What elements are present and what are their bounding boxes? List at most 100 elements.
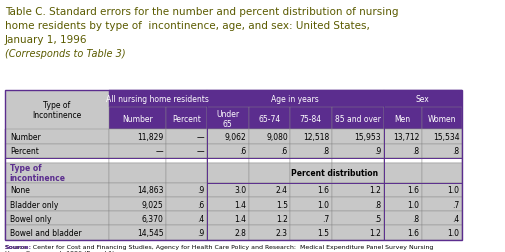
Bar <box>248 163 290 183</box>
Text: .7: .7 <box>452 200 460 209</box>
Bar <box>332 130 384 144</box>
Bar <box>290 197 332 211</box>
Text: 2.4: 2.4 <box>276 186 288 195</box>
Text: 1.6: 1.6 <box>408 228 420 237</box>
Text: 9,025: 9,025 <box>142 200 164 209</box>
Text: 3.0: 3.0 <box>234 186 246 195</box>
Bar <box>422 163 462 183</box>
Bar <box>248 211 290 226</box>
Bar <box>207 90 384 108</box>
Text: 1.5: 1.5 <box>317 228 329 237</box>
Bar <box>109 108 166 130</box>
Text: .4: .4 <box>197 214 205 223</box>
Bar <box>207 163 248 183</box>
Text: .9: .9 <box>197 186 205 195</box>
Bar <box>5 158 109 163</box>
Text: None: None <box>10 186 30 195</box>
Bar <box>5 130 109 144</box>
Text: .9: .9 <box>374 147 381 155</box>
Bar <box>207 211 248 226</box>
Text: Number: Number <box>10 133 40 141</box>
Bar <box>166 183 207 197</box>
Text: 1.4: 1.4 <box>234 200 246 209</box>
Bar <box>5 144 109 158</box>
Bar <box>422 158 462 163</box>
Text: .8: .8 <box>413 147 420 155</box>
Text: 1.2: 1.2 <box>276 214 288 223</box>
Bar <box>422 226 462 240</box>
Bar <box>248 183 290 197</box>
Bar <box>207 144 248 158</box>
Text: 15,534: 15,534 <box>433 133 460 141</box>
Text: 1.4: 1.4 <box>234 214 246 223</box>
Text: Age in years: Age in years <box>271 95 319 104</box>
Bar <box>248 158 290 163</box>
Bar <box>248 130 290 144</box>
Bar <box>290 183 332 197</box>
Text: Men: Men <box>394 114 411 123</box>
Bar <box>332 211 384 226</box>
Text: 65-74: 65-74 <box>258 114 280 123</box>
Bar <box>207 158 248 163</box>
Text: Source:: Source: <box>5 244 32 249</box>
Text: Table C. Standard errors for the number and percent distribution of nursing: Table C. Standard errors for the number … <box>5 7 398 17</box>
Text: 13,712: 13,712 <box>393 133 420 141</box>
Text: (Corresponds to Table 3): (Corresponds to Table 3) <box>5 49 125 59</box>
Text: .4: .4 <box>452 214 460 223</box>
Bar <box>207 183 248 197</box>
Text: —: — <box>197 133 205 141</box>
Text: .8: .8 <box>322 147 329 155</box>
Text: 1.6: 1.6 <box>317 186 329 195</box>
Text: Bowel only: Bowel only <box>10 214 52 223</box>
Text: January 1, 1996: January 1, 1996 <box>5 35 87 45</box>
Bar <box>166 108 207 130</box>
Bar <box>166 226 207 240</box>
Bar <box>332 197 384 211</box>
Bar <box>207 108 248 130</box>
Bar <box>384 130 422 144</box>
Text: —: — <box>197 147 205 155</box>
Bar <box>422 130 462 144</box>
Bar <box>207 226 248 240</box>
Text: 9,062: 9,062 <box>224 133 246 141</box>
Bar <box>109 90 207 108</box>
Bar <box>5 226 109 240</box>
Bar <box>166 163 207 183</box>
Text: 1.6: 1.6 <box>408 186 420 195</box>
Text: 2.3: 2.3 <box>276 228 288 237</box>
Bar <box>290 211 332 226</box>
Bar <box>422 144 462 158</box>
Bar <box>5 183 109 197</box>
Text: Bowel and bladder: Bowel and bladder <box>10 228 81 237</box>
Bar <box>290 226 332 240</box>
Bar <box>384 108 422 130</box>
Text: .8: .8 <box>452 147 460 155</box>
Bar <box>166 144 207 158</box>
Bar <box>332 226 384 240</box>
Bar <box>384 183 422 197</box>
Text: 1.0: 1.0 <box>408 200 420 209</box>
Bar <box>248 144 290 158</box>
Text: Under
65: Under 65 <box>216 109 239 129</box>
Text: Type of
Incontinence: Type of Incontinence <box>32 101 81 120</box>
Bar <box>384 163 422 183</box>
Text: Women: Women <box>428 114 456 123</box>
Bar <box>109 226 166 240</box>
Text: 14,545: 14,545 <box>137 228 164 237</box>
Bar <box>109 197 166 211</box>
Bar <box>248 108 290 130</box>
Text: Bladder only: Bladder only <box>10 200 58 209</box>
Bar <box>290 108 332 130</box>
Bar <box>290 163 332 183</box>
Text: 2.8: 2.8 <box>234 228 246 237</box>
Bar <box>384 144 422 158</box>
Text: 9,080: 9,080 <box>266 133 288 141</box>
Text: 75-84: 75-84 <box>300 114 322 123</box>
Text: Sex: Sex <box>416 95 430 104</box>
Text: Source:  Center for Cost and Financing Studies, Agency for Health Care Policy an: Source: Center for Cost and Financing St… <box>5 244 433 252</box>
Text: 1.0: 1.0 <box>317 200 329 209</box>
Text: home residents by type of  incontinence, age, and sex: United States,: home residents by type of incontinence, … <box>5 21 370 31</box>
Bar <box>109 183 166 197</box>
Bar <box>5 211 109 226</box>
Text: Percent: Percent <box>10 147 39 155</box>
